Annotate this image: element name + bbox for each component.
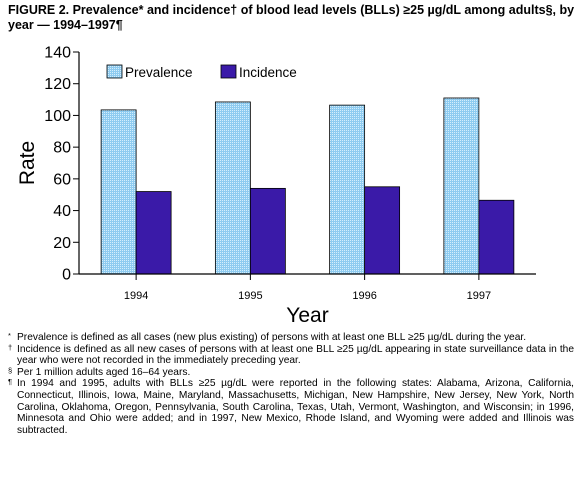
plot-area: 0 20 40 60 80 100 120 140 1994 1995 1996 1997 Year Ra… (16, 45, 536, 327)
footnote-text: Incidence is defined as all new cases of… (17, 343, 574, 367)
y-axis-title: Rate (16, 141, 39, 185)
figure-title: FIGURE 2. Prevalence* and incidence† of … (8, 3, 575, 32)
legend-swatch-prevalence (106, 64, 123, 79)
y-tick-label: 40 (53, 203, 71, 220)
bar-incidence-1996 (364, 186, 401, 275)
y-tick-label: 120 (44, 76, 71, 93)
x-tick-label: 1997 (467, 290, 491, 302)
footnote-mark: * (8, 331, 11, 340)
legend-label-prevalence: Prevalence (125, 65, 193, 80)
footnote: * Prevalence is defined as all cases (new… (8, 331, 574, 344)
footnote-mark: † (8, 342, 13, 352)
legend-swatch-incidence (220, 64, 237, 79)
x-tick-label: 1995 (238, 290, 262, 302)
bar-incidence-1997 (478, 199, 515, 275)
bar-prevalence-1995 (214, 101, 251, 275)
bar-prevalence-1996 (329, 104, 366, 275)
y-tick-label: 20 (53, 235, 71, 252)
bar-incidence-1995 (249, 187, 286, 275)
footnote-mark: ¶ (8, 377, 13, 387)
footnote: § Per 1 million adults aged 16–64 years. (8, 365, 574, 379)
y-tick-label: 140 (44, 45, 71, 62)
x-axis-title: Year (286, 304, 328, 327)
legend-label-incidence: Incidence (239, 65, 297, 80)
footnote: ¶ In 1994 and 1995, adults with BLLs ≥25 … (8, 377, 574, 436)
bar-prevalence-1994 (100, 109, 137, 275)
x-tick-label: 1994 (124, 290, 148, 302)
bar-chart: 0 20 40 60 80 100 120 140 1994 1995 1996 1997 Year Ra… (16, 45, 536, 327)
y-tick-label: 0 (62, 267, 71, 284)
y-tick-label: 60 (53, 171, 71, 188)
footnotes: * Prevalence is defined as all cases (new… (8, 331, 574, 436)
footnote: † Incidence is defined as all new cases o… (8, 342, 574, 367)
footnote-text: Per 1 million adults aged 16–64 years. (17, 366, 191, 378)
y-tick-label: 100 (44, 108, 71, 125)
footnote-text: Prevalence is defined as all cases (new … (17, 332, 527, 343)
y-tick-label: 80 (53, 140, 71, 157)
bar-incidence-1994 (135, 191, 172, 275)
x-tick-label: 1996 (352, 290, 376, 302)
bar-prevalence-1997 (443, 97, 480, 275)
footnote-text: In 1994 and 1995, adults with BLLs ≥25 µ… (17, 378, 574, 436)
footnote-mark: § (8, 365, 13, 375)
